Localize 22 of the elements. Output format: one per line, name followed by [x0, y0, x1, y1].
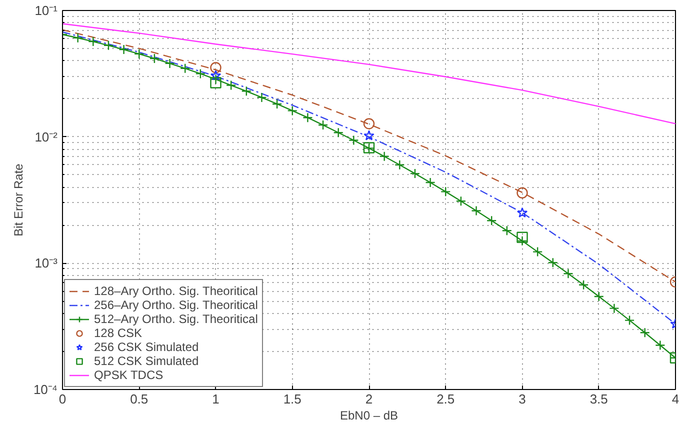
x-tick-label: 0.5: [130, 392, 148, 406]
y-tick-label: 10⁻¹: [34, 3, 58, 18]
legend-label: 512–Ary Ortho. Sig. Theoritical: [94, 312, 258, 326]
x-tick-label: 3.5: [590, 392, 608, 406]
legend-label: 512 CSK Simulated: [94, 354, 199, 368]
x-tick-label: 1: [212, 392, 220, 406]
legend-label: 128 CSK: [94, 326, 142, 340]
x-tick-label: 0: [58, 392, 66, 406]
legend-label: QPSK TDCS: [94, 368, 164, 382]
legend-label: 256–Ary Ortho. Sig. Theoritical: [94, 298, 258, 312]
legend-label: 128–Ary Ortho. Sig. Theoritical: [94, 284, 258, 298]
x-tick-label: 2: [365, 392, 373, 406]
y-axis-title: Bit Error Rate: [11, 163, 26, 236]
x-tick-label: 1.5: [283, 392, 302, 406]
x-tick-label: 3: [518, 392, 526, 406]
x-axis-title: EbN0 – dB: [340, 408, 398, 422]
legend-label: 256 CSK Simulated: [94, 340, 199, 354]
y-tick-label: 10⁻⁴: [33, 382, 58, 397]
y-tick-label: 10⁻³: [34, 256, 58, 271]
x-tick-label: 2.5: [436, 392, 455, 406]
y-tick-label: 10⁻²: [34, 129, 58, 144]
x-tick-label: 4: [672, 392, 680, 406]
